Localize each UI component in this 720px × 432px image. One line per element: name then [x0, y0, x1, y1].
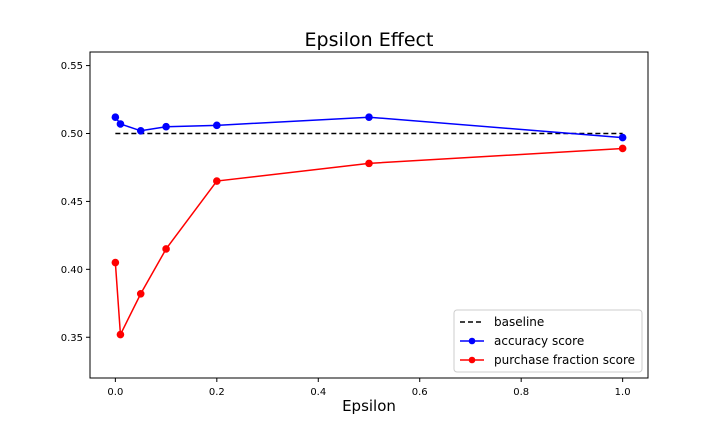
accuracy-score-point — [111, 113, 120, 121]
legend-label-baseline: baseline — [494, 315, 544, 329]
x-axis-label: Epsilon — [342, 397, 396, 415]
series-layer — [111, 113, 627, 339]
accuracy-score-point — [136, 126, 145, 135]
legend-marker-purchase-fraction-score — [468, 356, 476, 364]
y-axis: 0.35 0.40 0.45 0.50 0.55 — [61, 61, 90, 344]
purchase-fraction-score-point — [213, 177, 221, 185]
accuracy-score-point — [365, 113, 373, 121]
y-tick-label: 0.50 — [61, 129, 83, 140]
purchase-fraction-score-point — [162, 245, 170, 253]
accuracy-score-point — [213, 121, 221, 130]
x-tick-label: 0.4 — [310, 387, 326, 398]
x-tick-label: 0.8 — [513, 387, 529, 398]
chart-title: Epsilon Effect — [305, 29, 434, 51]
y-tick-label: 0.45 — [61, 197, 83, 208]
x-tick-label: 1.0 — [615, 387, 631, 398]
accuracy-score-point — [618, 133, 627, 142]
legend-label-purchase-fraction-score: purchase fraction score — [494, 353, 635, 367]
legend-box — [453, 309, 643, 373]
x-axis: 0.0 0.2 0.4 0.6 0.8 1.0 — [107, 378, 631, 398]
x-tick-label: 0.2 — [209, 387, 225, 398]
accuracy-score-point — [116, 120, 125, 128]
x-tick-label: 0.6 — [412, 387, 428, 398]
y-tick-label: 0.35 — [61, 333, 83, 344]
purchase-fraction-score-point — [136, 289, 145, 298]
purchase-fraction-score-point — [116, 330, 125, 339]
purchase-fraction-score-point — [365, 159, 373, 168]
legend-label-accuracy-score: accuracy score — [494, 334, 584, 348]
y-tick-label: 0.40 — [61, 265, 83, 276]
legend: baseline accuracy score purchase fraction … — [453, 309, 643, 373]
legend-marker-accuracy-score — [468, 337, 476, 345]
purchase-fraction-score-point — [111, 258, 120, 267]
x-tick-label: 0.0 — [107, 387, 123, 398]
purchase-fraction-score-point — [618, 144, 627, 153]
accuracy-score-point — [162, 122, 170, 131]
y-tick-label: 0.55 — [61, 61, 83, 72]
